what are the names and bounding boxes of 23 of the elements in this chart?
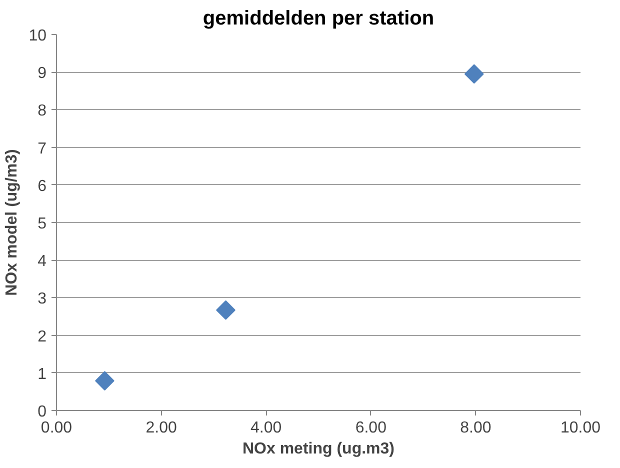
x-tick-label: 8.00 (460, 420, 492, 436)
y-axis-title: NOx model (ug/m3) (4, 149, 21, 296)
x-tick-label: 10.00 (560, 420, 601, 436)
y-tick-label: 4 (38, 253, 47, 270)
point (216, 300, 236, 320)
x-tick-label: 2.00 (146, 420, 177, 436)
x-tick-label: 0.00 (40, 420, 72, 436)
y-tick-label: 6 (38, 178, 47, 195)
y-tick-label: 1 (38, 366, 47, 383)
y-tick-label: 2 (38, 328, 47, 346)
point (464, 64, 484, 84)
y-tick-label: 9 (38, 65, 47, 82)
y-tick-label: 10 (28, 28, 47, 44)
y-tick-label: 0 (38, 404, 47, 420)
x-tick-label: 6.00 (355, 420, 387, 436)
y-tick-label: 8 (38, 102, 47, 120)
point (95, 371, 114, 390)
x-axis-title: NOx meting (ug.m3) (242, 440, 395, 458)
x-tick-label: 4.00 (250, 420, 282, 436)
y-tick-label: 5 (38, 216, 47, 232)
y-tick-label: 7 (38, 140, 47, 158)
y-tick-label: 3 (38, 290, 47, 308)
chart-title: gemiddelden per station (202, 8, 434, 30)
